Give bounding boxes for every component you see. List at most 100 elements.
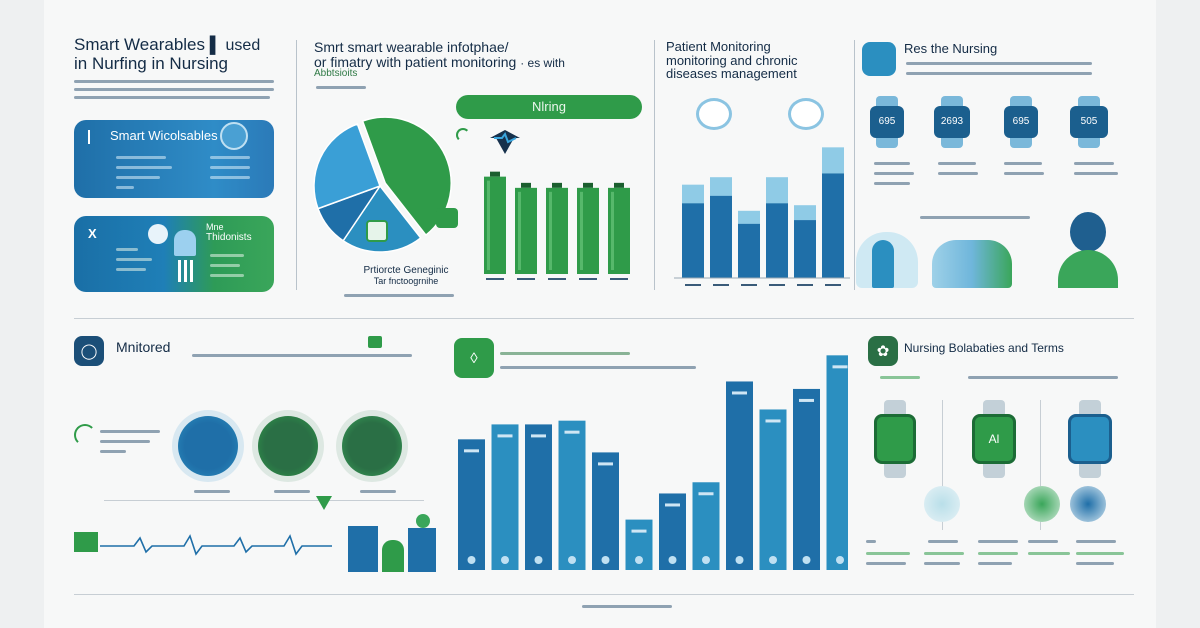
divider — [654, 40, 655, 290]
card2-label-c: Thidonists — [206, 232, 252, 243]
plant-sphere-2 — [1024, 486, 1060, 522]
chart-badge-icon — [368, 336, 382, 348]
body-line — [100, 450, 126, 453]
battery-highlight — [518, 191, 521, 270]
panel1-card-wearables[interactable]: Smart Wicolsables — [74, 120, 274, 198]
mini-bar-2 — [382, 540, 404, 572]
bar-data-label — [497, 434, 513, 438]
body-line — [874, 172, 914, 175]
tall-bar — [759, 409, 787, 570]
body-line — [192, 354, 412, 357]
mini-bar-3 — [408, 528, 436, 572]
watch-5[interactable] — [874, 400, 916, 478]
panel2-title: Smrt smart wearable infotphae/ or fimatr… — [314, 40, 634, 80]
watch-face: Al — [972, 414, 1016, 464]
body-line — [1076, 540, 1116, 543]
battery-highlight — [580, 191, 583, 270]
monitor-circle-1[interactable] — [172, 410, 244, 482]
card1-label: Smart Wicolsables — [110, 128, 218, 143]
tall-bar — [525, 424, 552, 570]
axis-line — [104, 500, 424, 501]
bar-dot — [467, 556, 476, 564]
nurse-silhouette-icon — [174, 230, 196, 256]
body-line — [924, 562, 960, 565]
nursing-pill[interactable]: Nlring — [456, 95, 642, 119]
battery-highlight — [611, 191, 614, 270]
watch-4[interactable]: 505 — [1070, 96, 1108, 148]
body-line — [1076, 562, 1114, 565]
bar-dot — [769, 556, 777, 564]
card2-x: X — [88, 226, 97, 241]
bar-tick-label — [797, 284, 813, 286]
watch-6[interactable]: Al — [972, 400, 1016, 478]
apple-icon: ◊ — [454, 338, 494, 378]
caption-line1: Prtiorcte Geneginic — [363, 265, 449, 276]
mini-bars-icon — [178, 260, 198, 282]
bar-tick-label — [548, 278, 566, 280]
body-line — [906, 62, 1092, 65]
watch-3[interactable]: 695 — [1004, 96, 1038, 148]
body-line — [880, 376, 920, 379]
bar-tick-label — [517, 278, 535, 280]
nurse-avatar — [1058, 212, 1118, 288]
panel1-title-line1: Smart Wearables — [74, 35, 206, 54]
card-line — [116, 268, 146, 271]
pie-slice — [313, 123, 381, 210]
card-line — [210, 254, 244, 257]
grouped-bar — [710, 195, 732, 278]
info-icon — [88, 130, 98, 144]
card-line — [210, 156, 250, 159]
body-line — [1074, 172, 1118, 175]
battery-highlight — [487, 180, 490, 270]
puzzle-icon — [862, 42, 896, 76]
tall-bar — [458, 439, 485, 570]
bar-dot — [534, 556, 543, 564]
watch-2[interactable]: 2693 — [934, 96, 970, 148]
watch-icon — [220, 122, 248, 150]
tall-bar — [826, 355, 848, 570]
panel1-title: Smart Wearables ▌ used in Nurfing in Nur… — [74, 36, 294, 73]
body-line — [1074, 162, 1114, 165]
device-icon-left — [696, 98, 732, 130]
panel2-title-tail: · es with — [520, 55, 565, 70]
panel1-card-thidonists[interactable]: X Mne Thidonists — [74, 216, 274, 292]
bar-data-label — [732, 391, 747, 395]
body-line — [928, 540, 958, 543]
watch-7[interactable] — [1068, 400, 1112, 478]
chat-bubble-icon — [148, 224, 168, 244]
divider — [854, 40, 855, 290]
funnel-icon — [316, 496, 332, 510]
heart-monitor-icon — [488, 128, 522, 158]
monitor-circle-2[interactable] — [252, 410, 324, 482]
body-line — [938, 162, 976, 165]
bar-data-label — [665, 503, 680, 507]
watch-face — [874, 414, 916, 464]
body-line — [866, 552, 910, 555]
pie-slice — [342, 184, 422, 253]
bar-tick-label — [741, 284, 757, 286]
panel1-title-line2: in Nurfing in Nursing — [74, 53, 229, 73]
battery-cap — [583, 182, 593, 188]
caption-line — [344, 294, 454, 297]
body-line — [500, 352, 630, 355]
bar-tick-label — [486, 278, 504, 280]
bar-dot — [836, 556, 844, 564]
battery-cap — [614, 182, 624, 188]
bar-data-label — [698, 492, 714, 496]
rate-block-icon — [74, 532, 98, 552]
stethoscope-icon: ◯ — [74, 336, 104, 366]
watch-1[interactable]: 695 — [870, 96, 904, 148]
tall-bar — [592, 452, 619, 570]
watch-face: 2693 — [934, 106, 970, 138]
bar-tick-label — [579, 278, 597, 280]
bar-data-label — [631, 529, 647, 533]
body-line — [74, 96, 270, 99]
body-line — [866, 540, 876, 543]
card-line — [210, 176, 250, 179]
body-line — [978, 562, 1012, 565]
panel3-title-line3: diseases management — [666, 66, 797, 82]
divider — [1040, 400, 1041, 530]
card-line — [116, 156, 166, 159]
monitor-circle-3[interactable] — [336, 410, 408, 482]
plant-icon: ✿ — [868, 336, 898, 366]
